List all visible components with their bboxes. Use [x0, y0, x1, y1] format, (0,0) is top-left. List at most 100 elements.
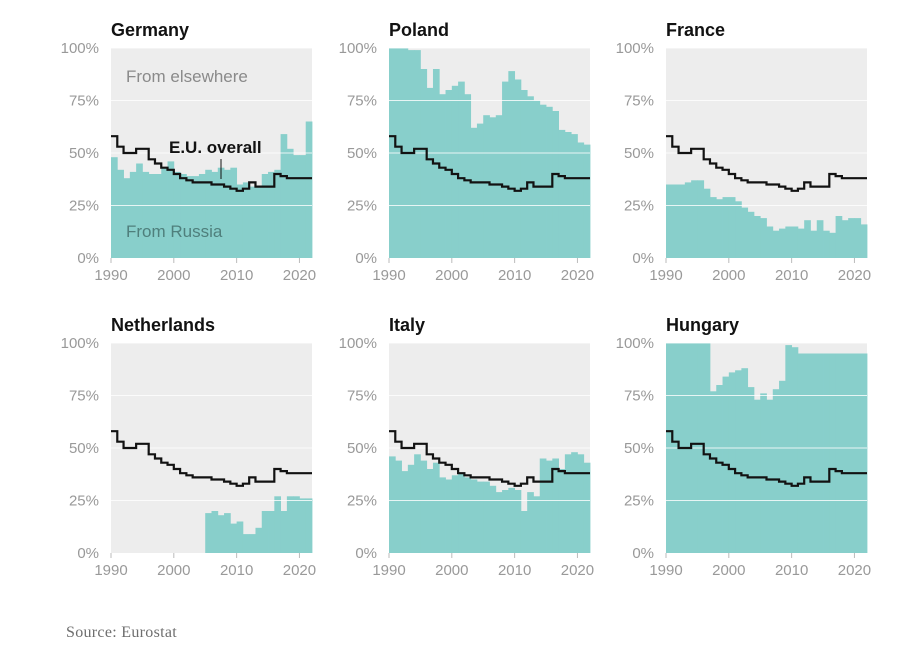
eu-overall-line [666, 430, 867, 487]
russia-share-bar [464, 94, 472, 258]
russia-share-bar [426, 87, 434, 259]
russia-share-bar [192, 176, 200, 258]
russia-share-bar [747, 211, 755, 258]
y-tick-label: 25% [69, 493, 99, 510]
russia-share-bar [483, 481, 490, 553]
russia-share-bar [672, 184, 679, 258]
russia-share-bar [280, 134, 288, 258]
panel-hungary: Hungary 0% 25% 50% 75% 100% 1990 2000 2010 2020 [616, 315, 872, 579]
russia-share-bar [230, 167, 238, 258]
russia-share-bar [117, 169, 124, 258]
russia-share-bar [810, 230, 818, 258]
russia-share-bar [552, 111, 559, 258]
russia-share-bar [286, 148, 294, 258]
russia-share-bar [458, 473, 465, 553]
russia-share-bar [249, 186, 256, 258]
russia-share-bar [546, 106, 553, 258]
russia-share-bar [766, 226, 774, 258]
russia-share-bar [224, 513, 231, 553]
russia-share-bar [583, 462, 591, 553]
russia-share-bar [136, 163, 143, 258]
russia-share-bar [514, 490, 522, 553]
russia-share-bar [854, 218, 862, 258]
russia-share-bar [577, 142, 585, 258]
russia-share-bar [678, 184, 686, 258]
russia-share-bar [527, 96, 534, 258]
y-tick-label: 0% [632, 545, 654, 562]
russia-share-bar [211, 171, 219, 258]
russia-share-bar [741, 207, 749, 258]
russia-share-bar [779, 380, 786, 553]
russia-share-bar [772, 389, 780, 553]
russia-share-bar [785, 345, 793, 553]
russia-share-bar [728, 197, 736, 258]
russia-share-bar [772, 230, 780, 258]
russia-share-bar [735, 201, 742, 258]
annotation-from-russia: From Russia [126, 222, 223, 241]
russia-share-bar [180, 174, 187, 258]
x-tick-label: 2010 [220, 267, 253, 284]
russia-share-bar [305, 121, 313, 258]
russia-share-bar [753, 216, 761, 258]
russia-share-bar [407, 464, 415, 553]
russia-share-bar [841, 353, 849, 553]
russia-share-bar [571, 134, 578, 258]
russia-share-bar [558, 129, 566, 258]
russia-share-bar [797, 353, 805, 553]
y-tick-label: 100% [339, 335, 377, 352]
y-tick-label: 100% [61, 40, 99, 57]
russia-share-bar [439, 94, 446, 258]
russia-share-bar [709, 197, 717, 258]
russia-share-bar [255, 186, 263, 258]
y-tick-label: 100% [616, 335, 654, 352]
chart-title: Germany [111, 20, 189, 40]
y-tick-label: 75% [69, 388, 99, 405]
eu-overall-line [111, 430, 312, 487]
x-tick-label: 2020 [283, 267, 316, 284]
russia-share-bar [709, 391, 717, 553]
russia-share-bar [173, 171, 181, 258]
russia-share-bar [829, 232, 836, 258]
russia-share-bar [261, 174, 269, 258]
x-tick-label: 2020 [561, 562, 594, 579]
russia-share-bar [716, 385, 723, 553]
russia-share-bar [722, 197, 730, 258]
panel-germany: Germany 0% 25% 50% 75% 100% 1990 2000 2010 2020 Fr… [61, 20, 317, 284]
russia-share-bar [564, 454, 572, 553]
russia-share-bar [161, 167, 168, 258]
annotation-eu-overall: E.U. overall [169, 138, 262, 157]
y-tick-label: 25% [69, 198, 99, 215]
y-tick-label: 0% [77, 250, 99, 267]
russia-share-bar [728, 372, 736, 553]
russia-share-bar [716, 199, 723, 258]
russia-share-bar [860, 353, 868, 553]
eu-overall-line [666, 135, 867, 192]
russia-share-bar [280, 511, 288, 553]
russia-share-bar [502, 81, 509, 258]
x-tick-label: 2020 [283, 562, 316, 579]
russia-share-bar [242, 534, 250, 553]
x-tick-label: 1990 [94, 267, 127, 284]
russia-share-bar [848, 218, 855, 258]
russia-share-bar [148, 174, 156, 258]
russia-share-bar [583, 144, 591, 258]
y-tick-label: 25% [347, 198, 377, 215]
y-tick-label: 75% [347, 93, 377, 110]
panel-france: France 0% 25% 50% 75% 100% 1990 2000 2010 2020 [616, 20, 872, 284]
russia-share-bar [552, 458, 559, 553]
y-tick-label: 50% [347, 145, 377, 162]
x-tick-label: 2020 [561, 267, 594, 284]
russia-share-bar [571, 452, 578, 553]
russia-share-bar [167, 161, 175, 258]
russia-share-bar [810, 353, 818, 553]
russia-share-bar [205, 169, 212, 258]
y-tick-label: 25% [624, 198, 654, 215]
russia-share-bar [186, 176, 194, 258]
x-tick-label: 2000 [157, 562, 190, 579]
russia-share-bar [829, 353, 836, 553]
source-note: Source: Eurostat [66, 624, 177, 641]
y-tick-label: 0% [632, 250, 654, 267]
russia-share-bar [420, 69, 428, 258]
russia-share-bar [804, 353, 811, 553]
